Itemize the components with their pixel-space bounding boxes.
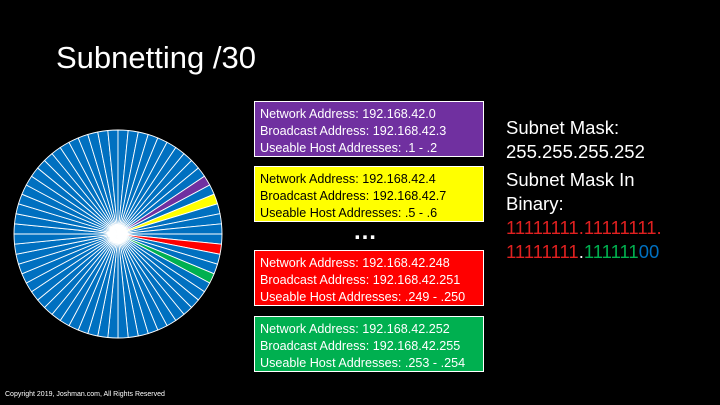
network-address-text: Network Address: 192.168.42.248	[260, 256, 450, 270]
binary-mask-line2: 11111111.11111100	[506, 240, 659, 263]
broadcast-address-text: Broadcast Address: 192.168.42.255	[260, 339, 461, 353]
host-range-text: Useable Host Addresses: .1 - .2	[260, 141, 438, 155]
host-range-text: Useable Host Addresses: .249 - .250	[260, 290, 466, 304]
binary-network-octets: 11111111.11111111.	[506, 217, 662, 238]
host-range-text: Useable Host Addresses: .253 - .254	[260, 356, 466, 370]
subnet-mask-value: 255.255.255.252	[506, 141, 645, 162]
binary-label-line2: Binary:	[506, 193, 564, 214]
binary-mask-line1: 11111111.11111111.	[506, 216, 662, 239]
subnet-mask-label: Subnet Mask:	[506, 117, 620, 138]
slide-title: Subnetting /30	[56, 40, 256, 75]
copyright-notice: Copyright 2019, Joshman.com, All Rights …	[5, 391, 165, 398]
binary-host-bits: 00	[638, 241, 660, 262]
broadcast-address-text: Broadcast Address: 192.168.42.7	[260, 189, 447, 203]
subnet-box-first: Network Address: 192.168.42.0 Broadcast …	[254, 101, 484, 157]
host-range-text: Useable Host Addresses: .5 - .6	[260, 206, 438, 220]
binary-network-bits: 111111	[583, 241, 639, 262]
broadcast-address-text: Broadcast Address: 192.168.42.3	[260, 124, 447, 138]
network-address-text: Network Address: 192.168.42.4	[260, 172, 436, 186]
broadcast-address-text: Broadcast Address: 192.168.42.251	[260, 273, 461, 287]
ellipsis: …	[353, 218, 378, 245]
network-address-text: Network Address: 192.168.42.0	[260, 107, 436, 121]
binary-dot: .	[578, 241, 584, 262]
subnet-box-second-to-last: Network Address: 192.168.42.248 Broadcas…	[254, 250, 484, 306]
pie-slice	[117, 152, 193, 235]
binary-third-octet: 11111111	[506, 241, 579, 262]
subnet-box-second: Network Address: 192.168.42.4 Broadcast …	[254, 166, 484, 222]
network-address-text: Network Address: 192.168.42.252	[260, 322, 450, 336]
binary-label-line1: Subnet Mask In	[506, 169, 635, 190]
subnet-box-last: Network Address: 192.168.42.252 Broadcas…	[254, 316, 484, 372]
